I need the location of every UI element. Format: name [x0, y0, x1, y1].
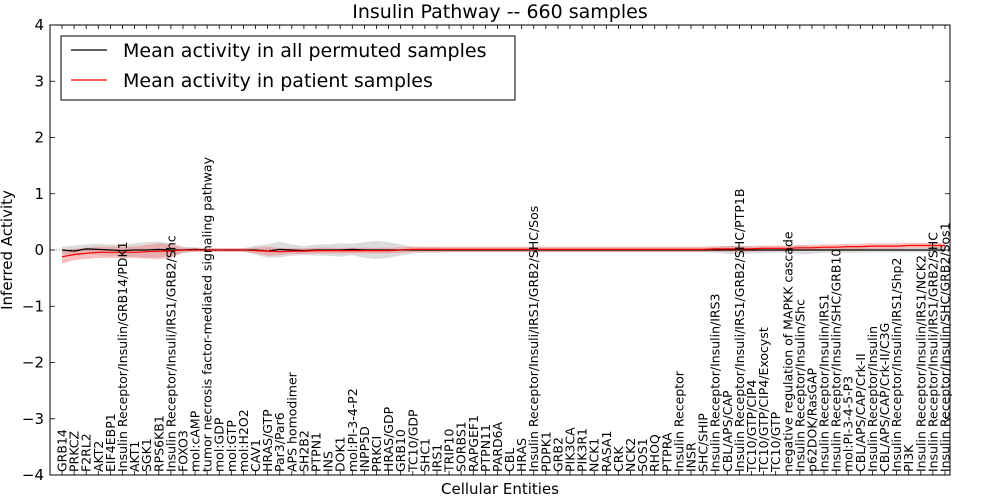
- x-tick-label: SH2B2: [296, 430, 311, 472]
- x-tick-label: Insulin Receptor/Insulin/Shc: [792, 299, 807, 472]
- x-tick-label: PIK3R1: [575, 428, 590, 472]
- x-tick-label: SHC/SHIP: [696, 413, 711, 472]
- x-tick-label: SGK1: [139, 438, 154, 472]
- x-tick-label: EIF4EBP1: [103, 413, 118, 472]
- variance-bands: [62, 241, 945, 264]
- x-tick-label: NCK2: [623, 438, 638, 472]
- x-tick-label: TC10/GTP/CIP4: [744, 380, 759, 473]
- x-tick-label: SHC1: [417, 438, 432, 472]
- y-tick-label: −1: [22, 297, 44, 315]
- x-tick-label: tumor necrosis factor-mediated signaling…: [200, 156, 215, 472]
- x-tick-label: PTPN11: [478, 424, 493, 472]
- x-tick-label: Insulin Receptor/Insulin/IRS1: [817, 294, 832, 472]
- y-tick-label: 4: [34, 16, 44, 34]
- x-tick-label: F2RL2: [79, 433, 94, 472]
- x-tick-label: PRKCZ: [67, 431, 82, 472]
- x-tick-label: FOXO3: [176, 430, 191, 472]
- x-tick-label: mol:H2O2: [236, 409, 251, 472]
- x-tick-label: CRK: [611, 446, 626, 472]
- y-tick-label: 3: [34, 72, 44, 90]
- x-tick-label: TC10/GTP/CIP4/Exocyst: [756, 327, 771, 473]
- y-tick-label: 1: [34, 185, 44, 203]
- x-tick-label: CBL: [502, 448, 517, 472]
- x-tick-label: PARD6A: [490, 421, 505, 472]
- x-tick-label: PIK3CA: [563, 427, 578, 472]
- x-tick-label: GRB2: [550, 437, 565, 472]
- x-tick-label: HRAS/GTP: [260, 409, 275, 472]
- x-tick-label: HRAS: [514, 438, 529, 472]
- x-tick-label: Insulin Receptor/Insulin/SHC/GRB2/Sos1: [938, 222, 953, 472]
- x-tick-label: CBL/APS/CAP/Crk-II: [853, 353, 868, 472]
- x-tick-label: Insulin Receptor/Insuli/IRS1/GRB2/SHC: [925, 232, 940, 472]
- x-tick-label: APS homodimer: [284, 371, 299, 472]
- x-tick-label: AKT1: [127, 441, 142, 472]
- y-tick-label: −3: [22, 410, 44, 428]
- x-tick-label: Par3/Par6: [272, 412, 287, 472]
- x-tick-label: CAV1: [248, 439, 263, 472]
- x-tick-label: PRKCI: [369, 436, 384, 472]
- x-tick-label: RPS6KB1: [151, 415, 166, 472]
- y-axis-label: Inferred Activity: [0, 190, 16, 310]
- x-tick-label: mol:PI-3-4-5-P3: [841, 376, 856, 472]
- x-tick-label: p62DOK/RasGAP: [804, 367, 819, 472]
- x-tick-label: RASA1: [599, 431, 614, 472]
- x-tick-label: TC10/GDP: [405, 409, 420, 473]
- x-tick-label: DOK1: [333, 436, 348, 472]
- x-tick-label: mol:cAMP: [188, 410, 203, 472]
- x-tick-label: HRAS/GDP: [381, 406, 396, 472]
- x-tick-label: SOS1: [635, 438, 650, 472]
- x-tick-label: mol:GDP: [212, 417, 227, 472]
- band-patient: [62, 242, 945, 264]
- x-tick-label: PI3K: [901, 444, 916, 472]
- legend-label-patient: Mean activity in patient samples: [123, 70, 433, 92]
- chart-title: Insulin Pathway -- 660 samples: [352, 1, 647, 23]
- y-tick-label: 0: [34, 241, 44, 259]
- y-tick-label: −4: [22, 466, 44, 484]
- y-axis-ticks: −4 −3 −2 −1 0 1 2 3 4: [22, 16, 950, 484]
- x-tick-label: GRB14: [55, 429, 70, 472]
- x-tick-label: Insulin Receptor/Insuli/IRS1/GRB2/Shc: [163, 235, 178, 472]
- x-tick-label: SORBS1: [454, 421, 469, 472]
- x-tick-label: Insulin Receptor/Insulin/SHC/GRB10: [829, 249, 844, 472]
- x-tick-label: PTPN1: [309, 432, 324, 472]
- x-tick-label: CBL/APS/CAP: [720, 390, 735, 472]
- y-tick-label: −2: [22, 354, 44, 372]
- x-tick-label: Insulin Receptor/Insulin/IRS1/NCK2: [913, 255, 928, 472]
- legend-box: [60, 35, 516, 101]
- x-tick-label: TRIP10: [442, 429, 457, 473]
- x-tick-label: Insulin Receptor/Insulin: [865, 326, 880, 472]
- x-tick-label: mol:GTP: [224, 420, 239, 472]
- x-tick-label: NCK1: [587, 438, 602, 472]
- x-tick-label: IRS1: [430, 444, 445, 472]
- x-tick-label: TC10/GTP: [768, 411, 783, 473]
- x-tick-label: Insulin Receptor/Insulin/GRB14/PDK1: [115, 241, 130, 472]
- x-tick-label: CBL/APS/CAP/Crk-II/C3G: [877, 323, 892, 472]
- x-tick-label: PTPRA: [659, 432, 674, 472]
- legend-label-permuted: Mean activity in all permuted samples: [123, 40, 486, 62]
- x-tick-label: Insulin Receptor: [671, 370, 686, 472]
- x-axis-label: Cellular Entities: [441, 480, 559, 498]
- x-tick-label: INSR: [684, 442, 699, 472]
- legend: Mean activity in all permuted samples Me…: [60, 35, 516, 101]
- x-tick-label: AKT2: [91, 441, 106, 472]
- y-tick-label: 2: [34, 129, 44, 147]
- x-tick-label: mol:PI-3-4-P2: [345, 388, 360, 472]
- x-tick-label: INPP5D: [357, 426, 372, 472]
- x-tick-label: RHOQ: [647, 434, 662, 472]
- x-tick-label: Insulin Receptor/Insulin/IRS3: [708, 294, 723, 472]
- x-tick-label: Insulin Receptor/Insuli/IRS1/GRB2/SHC/So…: [526, 206, 541, 472]
- x-tick-label: negative regulation of MAPKK cascade: [780, 231, 795, 472]
- x-tick-label: RAPGEF1: [466, 415, 481, 472]
- x-tick-label: PDPK1: [538, 431, 553, 472]
- x-tick-label: GRB10: [393, 429, 408, 472]
- x-tick-label: INS: [321, 451, 336, 472]
- x-tick-label: Insulin Receptor/Insuli/IRS1/GRB2/SHC/PT…: [732, 189, 747, 472]
- x-tick-label: Insulin Receptor/Insulin/IRS1/Shp2: [889, 258, 904, 472]
